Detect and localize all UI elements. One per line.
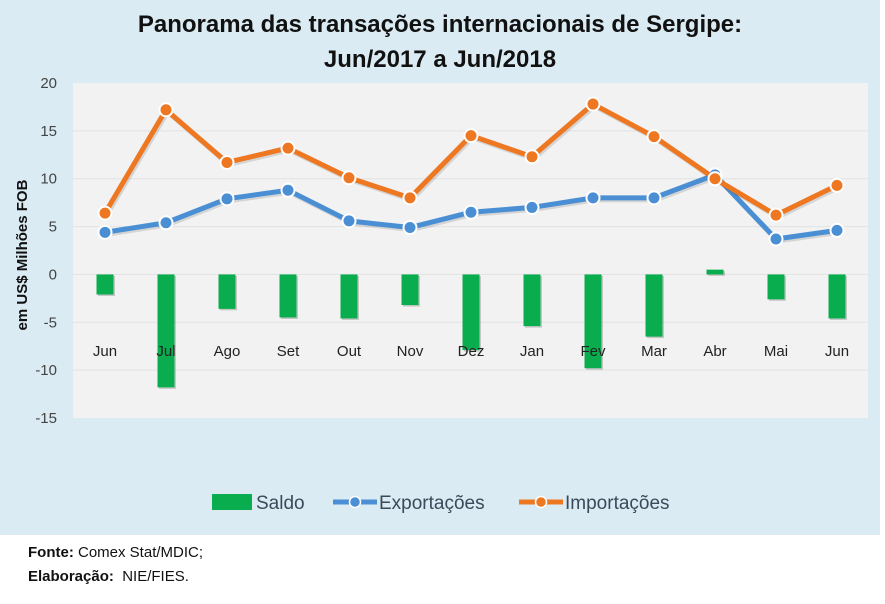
point-importaes-10 [707,171,723,187]
x-tick-label: Fev [580,343,606,360]
bar-saldo-nov-5 [401,274,419,306]
bar-saldo-jul-1 [157,274,175,388]
y-tick-label: -10 [35,362,57,379]
x-tick-label: Nov [397,343,424,360]
point-importaes-2 [219,154,235,170]
x-tick-label: Out [337,343,362,360]
point-importaes-12 [829,177,845,193]
line-series [97,96,845,247]
point-exportaes-0 [97,224,113,240]
point-importaes-0 [97,205,113,221]
source-line: Fonte: Comex Stat/MDIC; [28,541,203,565]
x-tick-label: Jan [520,343,544,360]
point-exportaes-9 [646,190,662,206]
legend: Saldo Exportações Importações [212,493,670,514]
x-tick-label: Dez [458,343,485,360]
point-importaes-1 [158,102,174,118]
y-tick-label: 10 [40,171,57,188]
x-axis-labels: Jun Jul Ago Set Out Nov Dez Jan Fev Mar Abr Mai Jun [93,343,849,360]
chart-title-line-1: Panorama das transações internacionais d… [138,11,742,38]
legend-label-importacoes: Importações [565,493,670,514]
footer: Fonte: Comex Stat/MDIC; Elaboração: NIE/… [28,541,203,589]
point-exportaes-7 [524,199,540,215]
bar-saldo-mai-11 [767,274,785,300]
point-importaes-9 [646,129,662,145]
y-tick-label: 0 [49,266,57,283]
x-tick-label: Jun [825,343,849,360]
point-importaes-3 [280,140,296,156]
point-importaes-5 [402,190,418,206]
bar-saldo-dez-6 [462,274,480,351]
x-tick-label: Jun [93,343,117,360]
y-tick-label: 20 [40,75,57,92]
point-importaes-8 [585,96,601,112]
bar-saldo-mar-9 [645,274,663,337]
y-tick-label: -15 [35,410,57,427]
legend-label-exportacoes: Exportações [379,493,485,514]
bar-saldo-jun-12 [828,274,846,319]
point-exportaes-5 [402,220,418,236]
x-tick-label: Ago [214,343,241,360]
point-importaes-6 [463,128,479,144]
point-exportaes-12 [829,222,845,238]
bar-series-saldo [96,269,847,389]
bar-saldo-jan-7 [523,274,541,327]
legend-swatch-saldo [212,494,252,510]
elaboration-line: Elaboração: NIE/FIES. [28,565,203,589]
source-value: Comex Stat/MDIC; [73,544,204,561]
x-tick-label: Set [277,343,300,360]
y-axis-label: em US$ Milhões FOB [14,179,31,330]
y-tick-label: 5 [49,219,57,236]
bar-saldo-out-4 [340,274,358,319]
point-exportaes-1 [158,215,174,231]
legend-marker-importacoes [534,495,548,509]
point-exportaes-3 [280,182,296,198]
point-importaes-4 [341,170,357,186]
elaboration-value: NIE/FIES. [113,568,189,585]
source-label: Fonte: [28,544,74,561]
bar-saldo-abr-10 [706,269,724,275]
point-importaes-11 [768,207,784,223]
point-exportaes-6 [463,204,479,220]
point-exportaes-8 [585,190,601,206]
y-axis-ticks: 20 15 10 5 0 -5 -10 -15 [35,75,57,427]
bar-saldo-fev-8 [584,274,602,369]
legend-label-saldo: Saldo [256,493,305,514]
chart-title-line-2: Jun/2017 a Jun/2018 [324,46,556,73]
chart-svg: 20 15 10 5 0 -5 -10 -15 Jun Jul Ago Set Out Nov Dez Ja… [14,11,868,514]
point-exportaes-4 [341,213,357,229]
x-tick-label: Mar [641,343,667,360]
bar-saldo-set-3 [279,274,297,318]
bar-saldo-ago-2 [218,274,236,309]
point-exportaes-2 [219,191,235,207]
point-importaes-7 [524,149,540,165]
point-exportaes-11 [768,231,784,247]
x-tick-label: Abr [703,343,726,360]
legend-marker-exportacoes [348,495,362,509]
chart-container: 20 15 10 5 0 -5 -10 -15 Jun Jul Ago Set Out Nov Dez Ja… [0,0,880,535]
y-tick-label: 15 [40,123,57,140]
y-tick-label: -5 [44,314,57,331]
x-tick-label: Jul [156,343,175,360]
x-tick-label: Mai [764,343,788,360]
bar-saldo-jun-0 [96,274,114,295]
elaboration-label: Elaboração: [28,568,114,585]
